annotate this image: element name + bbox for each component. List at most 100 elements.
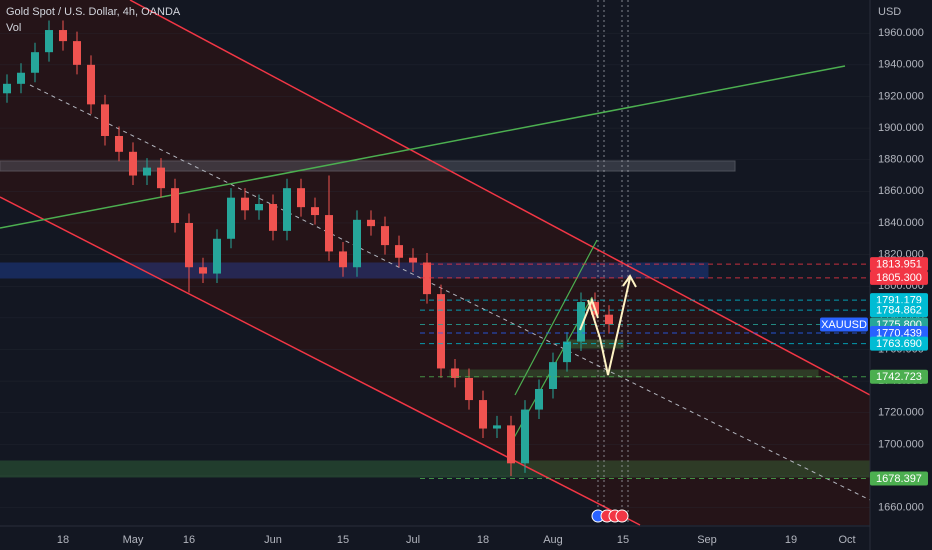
x-tick-label: 16 bbox=[183, 534, 195, 546]
price-tag-label: 1763.690 bbox=[876, 338, 922, 350]
candle-body bbox=[507, 425, 515, 464]
candle-body bbox=[213, 238, 221, 274]
candle-body bbox=[297, 188, 305, 208]
channel-fill bbox=[0, 0, 870, 525]
y-tick-label: 1940.000 bbox=[878, 59, 924, 71]
candle-body bbox=[605, 314, 613, 325]
x-tick-label: 18 bbox=[477, 534, 489, 546]
candle-body bbox=[283, 188, 291, 231]
candle-body bbox=[381, 226, 389, 246]
candle-body bbox=[59, 30, 67, 42]
projection-arrow bbox=[587, 277, 631, 376]
candle-body bbox=[227, 197, 235, 239]
candle-body bbox=[45, 30, 53, 53]
y-tick-label: 1700.000 bbox=[878, 438, 924, 450]
candle-body bbox=[129, 151, 137, 176]
x-tick-label: 18 bbox=[57, 534, 69, 546]
marks bbox=[3, 20, 870, 480]
y-tick-label: 1900.000 bbox=[878, 122, 924, 134]
arrow-head bbox=[622, 274, 637, 288]
price-tag bbox=[870, 336, 928, 351]
candle-body bbox=[143, 167, 151, 176]
candle-body bbox=[73, 41, 81, 65]
y-tick-label: 1960.000 bbox=[878, 27, 924, 39]
candle-body bbox=[87, 64, 95, 105]
price-tag-label: 1770.439 bbox=[876, 327, 922, 339]
y-tick-label: 1720.000 bbox=[878, 407, 924, 419]
y-tick-label: 1660.000 bbox=[878, 502, 924, 514]
symbol-tag-label: XAUUSD bbox=[821, 319, 867, 331]
candle-body bbox=[199, 267, 207, 274]
x-tick-label: 15 bbox=[337, 534, 349, 546]
candle-body bbox=[3, 83, 11, 94]
candle-body bbox=[255, 203, 263, 211]
x-tick-label: May bbox=[123, 534, 144, 546]
chart-title: Gold Spot / U.S. Dollar, 4h, OANDA bbox=[6, 6, 181, 18]
resistance-zone bbox=[0, 160, 736, 172]
x-tick-label: Jul bbox=[406, 534, 420, 546]
candle-body bbox=[521, 409, 529, 464]
time-axis bbox=[0, 526, 870, 550]
candle-body bbox=[311, 207, 319, 216]
candle-body bbox=[395, 245, 403, 258]
candle-body bbox=[577, 302, 585, 342]
grid bbox=[0, 32, 870, 508]
y-tick-label: 1860.000 bbox=[878, 185, 924, 197]
x-tick-label: 15 bbox=[617, 534, 629, 546]
candle-body bbox=[31, 52, 39, 73]
demand-zone bbox=[449, 369, 819, 378]
price-tag-label: 1813.951 bbox=[876, 259, 922, 271]
y-tick-label: 1880.000 bbox=[878, 154, 924, 166]
price-tag bbox=[870, 369, 928, 384]
chart-subtitle: Vol bbox=[6, 22, 21, 34]
labels: 1660.0001680.0001700.0001720.0001740.000… bbox=[57, 27, 928, 546]
candle-body bbox=[367, 219, 375, 227]
candle-body bbox=[465, 377, 473, 401]
projection-arrow bbox=[579, 297, 599, 331]
x-tick-label: Jun bbox=[264, 534, 282, 546]
y-axis-label: USD bbox=[878, 6, 901, 18]
channel-lower bbox=[0, 196, 641, 526]
x-tick-label: Sep bbox=[697, 534, 717, 546]
price-tag bbox=[870, 325, 928, 340]
trend-line bbox=[0, 65, 846, 229]
candle-body bbox=[535, 389, 543, 410]
candle-body bbox=[157, 167, 165, 189]
candle-body bbox=[563, 341, 571, 363]
x-tick-label: Aug bbox=[543, 534, 563, 546]
x-tick-label: Oct bbox=[838, 534, 855, 546]
candle-body bbox=[339, 251, 347, 268]
candle-body bbox=[353, 219, 361, 268]
candle-body bbox=[451, 368, 459, 378]
price-tag bbox=[870, 303, 928, 318]
symbol-tag bbox=[820, 317, 868, 332]
channel-upper bbox=[129, 0, 871, 396]
price-tag bbox=[870, 471, 928, 486]
candle-body bbox=[17, 72, 25, 84]
candle-body bbox=[185, 222, 193, 268]
candle-body bbox=[423, 262, 431, 295]
candle-body bbox=[549, 362, 557, 390]
up-channel-upper bbox=[514, 239, 598, 396]
support-zone bbox=[0, 460, 871, 478]
candle-body bbox=[493, 425, 501, 429]
price-tag-label: 1678.397 bbox=[876, 473, 922, 485]
y-tick-label: 1840.000 bbox=[878, 217, 924, 229]
y-tick-label: 1920.000 bbox=[878, 90, 924, 102]
candle-body bbox=[325, 215, 333, 252]
price-tag-label: 1784.862 bbox=[876, 305, 922, 317]
candle-body bbox=[409, 257, 417, 263]
candle-body bbox=[101, 104, 109, 136]
event-icons bbox=[591, 509, 629, 523]
price-tag bbox=[870, 270, 928, 285]
price-tag-label: 1805.300 bbox=[876, 272, 922, 284]
candle-body bbox=[479, 400, 487, 429]
price-tag-label: 1742.723 bbox=[876, 371, 922, 383]
candle-body bbox=[241, 197, 249, 211]
candle-body bbox=[269, 203, 277, 231]
candle-body bbox=[115, 135, 123, 152]
event-icon bbox=[615, 509, 629, 523]
candle-body bbox=[437, 294, 445, 369]
x-tick-label: 19 bbox=[785, 534, 797, 546]
